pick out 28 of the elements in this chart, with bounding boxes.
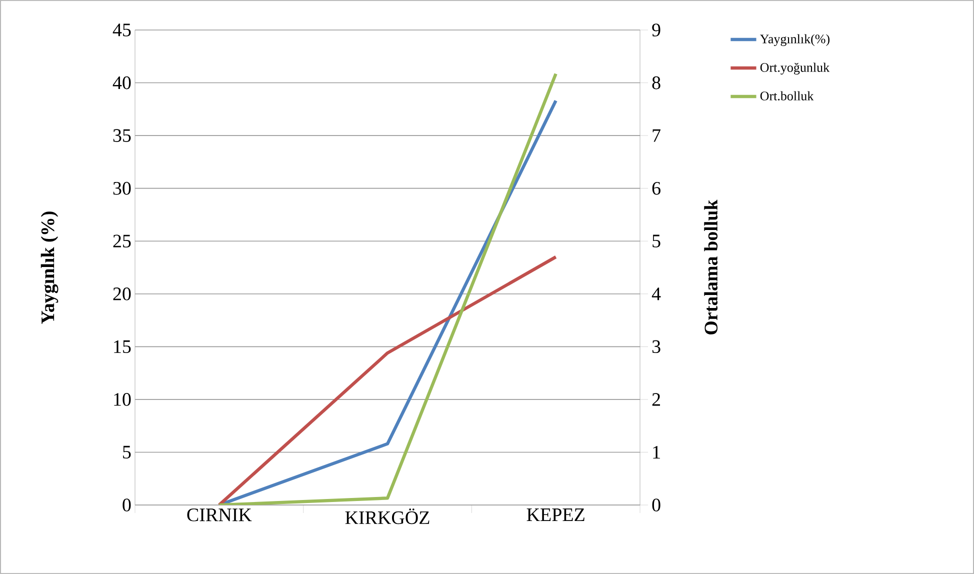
y2-tick-label: 8: [652, 76, 660, 90]
y-axis-title: Yaygınlık (%): [40, 212, 58, 324]
x-tick-label: KIRKGÖZ: [345, 508, 430, 524]
legend-label: Yaygınlık(%): [760, 34, 830, 46]
y-tick-label: 25: [113, 234, 131, 248]
y2-tick-label: 1: [653, 446, 660, 458]
y2-tick-label: 9: [652, 24, 660, 36]
y-tick-label: 5: [123, 446, 131, 459]
y2-tick-label: 4: [652, 288, 661, 300]
y-tick-label: 0: [122, 498, 131, 512]
y-tick-label: 10: [114, 393, 131, 406]
legend-label: Ort.bolluk: [760, 91, 814, 100]
x-tick-label: CIRNIK: [187, 508, 252, 522]
y2-tick-label: 7: [652, 129, 660, 142]
y-tick-label: 30: [113, 182, 131, 195]
y2-tick-label: 2: [652, 393, 660, 406]
y-tick-label: 20: [113, 287, 131, 300]
x-tick-label: KEPEZ: [526, 508, 584, 521]
y2-axis-title: Ortalama bolluk: [704, 200, 718, 334]
y2-tick-label: 5: [652, 234, 660, 248]
y-tick-label: 40: [112, 76, 131, 90]
y2-tick-label: 0: [652, 498, 660, 512]
y-tick-label: 45: [112, 24, 131, 36]
y2-tick-label: 3: [652, 340, 660, 354]
y-tick-label: 15: [114, 340, 131, 354]
y-tick-label: 35: [113, 129, 131, 142]
y2-tick-label: 6: [652, 182, 660, 195]
legend-label: Ort.yoğunluk: [760, 62, 830, 75]
